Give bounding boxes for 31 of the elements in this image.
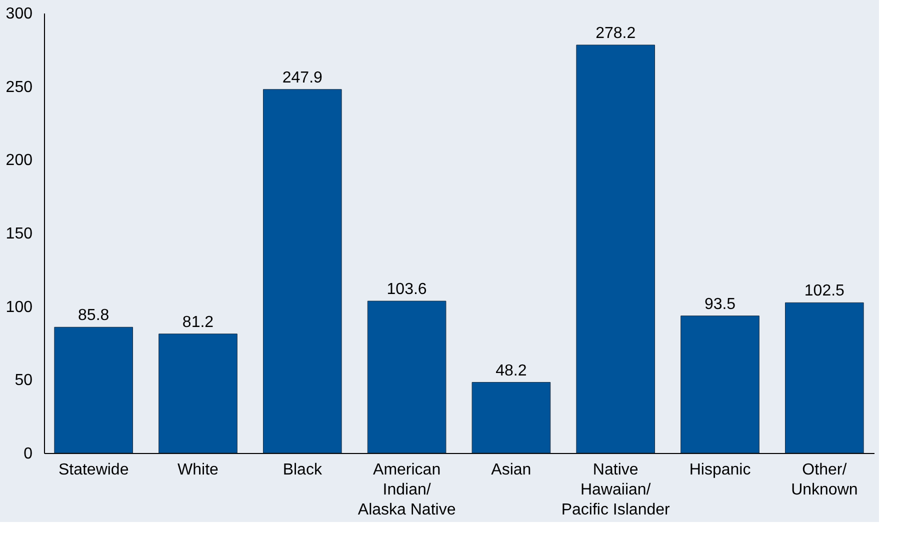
- x-tick-label: Hispanic: [689, 462, 751, 478]
- y-tick-label: 50: [14, 372, 33, 390]
- x-tick-label: Statewide: [58, 462, 129, 478]
- bar: [262, 89, 342, 454]
- bar: [785, 302, 864, 454]
- data-label: 278.2: [596, 24, 636, 42]
- bar: [680, 316, 760, 454]
- y-tick-label: 200: [6, 152, 33, 170]
- x-tick-label: Other/Unknown: [791, 462, 858, 498]
- x-tick-label: Black: [282, 462, 323, 478]
- data-label: 81.2: [182, 314, 214, 331]
- bar: [367, 300, 446, 454]
- data-label: 103.6: [386, 281, 427, 298]
- bar: [158, 334, 238, 454]
- bar: [576, 44, 656, 454]
- y-tick-label: 0: [24, 446, 33, 462]
- data-label: 85.8: [78, 307, 110, 324]
- data-label: 102.5: [804, 282, 845, 300]
- data-label: 48.2: [496, 362, 527, 380]
- x-tick-label: American Indian/Alaska Native: [358, 462, 456, 518]
- y-tick-label: 300: [6, 6, 33, 22]
- y-tick-label: 150: [6, 226, 33, 242]
- data-label: 93.5: [704, 296, 736, 313]
- data-label: 247.9: [282, 69, 323, 86]
- y-tick-label: 100: [6, 298, 33, 316]
- bar: [54, 326, 133, 454]
- x-tick-label: White: [178, 462, 219, 478]
- x-tick-label: Asian: [491, 462, 532, 478]
- bar: [472, 382, 551, 454]
- x-tick-label: Native Hawaiian/Pacific Islander: [561, 462, 671, 518]
- y-tick-label: 250: [6, 78, 33, 96]
